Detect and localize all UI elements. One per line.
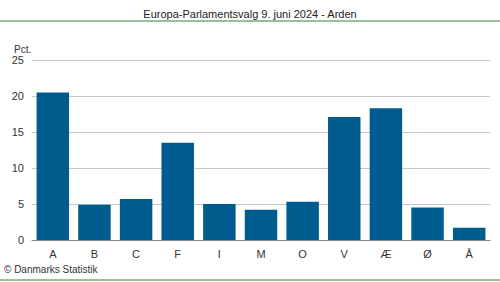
svg-text:10: 10 <box>12 162 24 174</box>
svg-text:© Danmarks Statistik: © Danmarks Statistik <box>4 264 99 275</box>
svg-text:Æ: Æ <box>380 248 391 260</box>
svg-text:V: V <box>341 248 349 260</box>
svg-text:20: 20 <box>12 90 24 102</box>
svg-text:B: B <box>91 248 98 260</box>
svg-text:5: 5 <box>18 198 24 210</box>
svg-text:Pct.: Pct. <box>14 44 31 55</box>
svg-text:Å: Å <box>466 248 474 260</box>
svg-text:M: M <box>256 248 265 260</box>
svg-text:Ø: Ø <box>423 248 432 260</box>
svg-text:A: A <box>49 248 57 260</box>
svg-text:25: 25 <box>12 54 24 66</box>
svg-text:15: 15 <box>12 126 24 138</box>
svg-text:Europa-Parlamentsvalg 9. juni: Europa-Parlamentsvalg 9. juni 2024 - Ard… <box>143 8 356 20</box>
svg-text:I: I <box>218 248 221 260</box>
svg-text:C: C <box>132 248 140 260</box>
svg-text:O: O <box>298 248 307 260</box>
svg-text:0: 0 <box>18 234 24 246</box>
svg-text:F: F <box>174 248 181 260</box>
